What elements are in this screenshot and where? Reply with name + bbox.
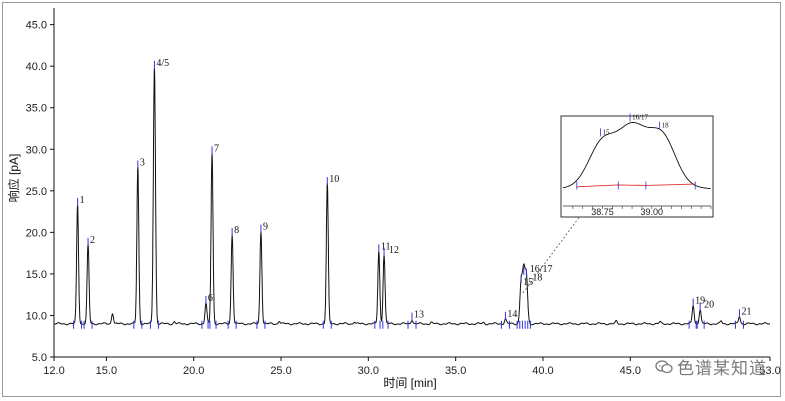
y-tick-label: 30.0	[26, 144, 47, 156]
x-ticks: 12.0 15.0 20.0 25.0 30.0 35.0 40.0 45.0 53.0	[43, 357, 781, 377]
inset-baseline	[576, 183, 696, 188]
y-tick-label: 10.0	[26, 310, 47, 322]
peak-label: 7	[214, 143, 219, 154]
peak-label: 14	[507, 309, 517, 320]
y-tick-label: 20.0	[26, 227, 47, 239]
zoom-inset: 15 16/17 18 38.75 39.00	[560, 113, 714, 218]
y-tick-label: 45.0	[26, 20, 47, 32]
inset-peak-label: 16/17	[632, 114, 648, 122]
x-tick-label: 45.0	[620, 365, 641, 377]
peak-label: 20	[704, 300, 714, 311]
inset-ticks: 38.75 39.00	[572, 206, 712, 217]
peak-label: 8	[234, 225, 239, 236]
peak-label: 10	[329, 174, 339, 185]
peak-label: 6	[208, 293, 213, 304]
inset-trace	[562, 122, 711, 190]
x-tick-label: 20.0	[183, 365, 204, 377]
x-tick-label: 15.0	[96, 365, 117, 377]
peak-label: 4/5	[156, 58, 169, 69]
inset-markers	[576, 113, 696, 190]
peak-label: 18	[532, 272, 542, 283]
chat-bubbles-icon	[655, 359, 673, 373]
peak-label: 11	[381, 241, 391, 252]
inset-tick-label: 38.75	[591, 207, 614, 217]
x-tick-label: 30.0	[358, 365, 379, 377]
y-tick-label: 35.0	[26, 103, 47, 115]
y-axis-label: 响应 [pA]	[6, 154, 21, 203]
inset-peak-label: 18	[662, 122, 670, 130]
x-axis-label: 时间 [min]	[383, 376, 436, 390]
peak-label: 19	[695, 295, 705, 306]
x-tick-label: 12.0	[43, 365, 64, 377]
peak-label: 3	[140, 158, 145, 169]
chart-frame	[2, 2, 781, 397]
peak-label: 15	[523, 277, 533, 288]
inset-connector	[522, 211, 584, 294]
inset-tick-label: 39.00	[641, 207, 664, 217]
peak-label: 21	[741, 306, 751, 317]
peak-label: 1	[80, 195, 85, 206]
inset-frame	[560, 115, 714, 218]
y-tick-label: 40.0	[26, 61, 47, 73]
inset-peak-labels: 15 16/17 18	[602, 114, 669, 137]
inset-peak-label: 15	[602, 128, 610, 136]
watermark: 色谱某知道	[655, 354, 767, 379]
y-tick-label: 15.0	[26, 269, 47, 281]
peak-label: 16/17	[530, 264, 553, 275]
peak-label: 2	[90, 235, 95, 246]
peak-label: 9	[263, 222, 268, 233]
peak-label: 12	[389, 245, 399, 256]
x-tick-label: 25.0	[270, 365, 291, 377]
y-tick-label: 5.0	[32, 352, 47, 364]
peak-label: 13	[414, 310, 424, 321]
watermark-text: 色谱某知道	[677, 359, 767, 379]
x-tick-label: 53.0	[759, 365, 780, 377]
x-tick-label: 40.0	[532, 365, 553, 377]
baseline-markers	[73, 60, 744, 329]
x-tick-label: 35.0	[445, 365, 466, 377]
chromatogram-trace	[53, 68, 770, 326]
y-tick-label: 25.0	[26, 186, 47, 198]
y-ticks: 5.0 10.0 15.0 20.0 25.0 30.0 35.0 40.0 45.0	[26, 20, 54, 364]
